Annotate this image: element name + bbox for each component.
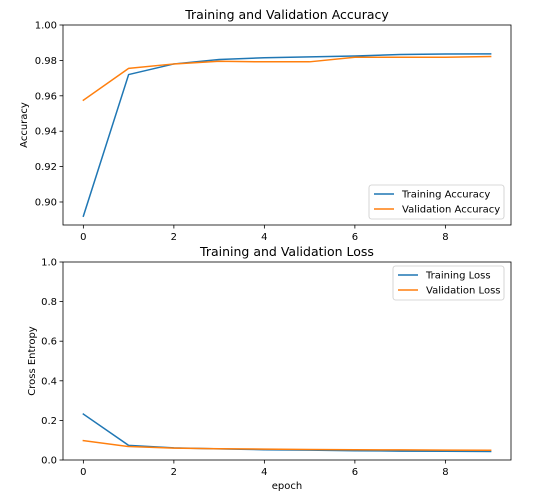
y-tick-label: 0.90 [35, 197, 57, 208]
y-tick-label: 0.2 [41, 416, 57, 427]
x-axis-label: epoch [272, 481, 302, 492]
y-tick-label: 0.92 [35, 162, 57, 173]
series-line-2 [82, 439, 492, 452]
chart-title: Training and Validation Loss [199, 244, 374, 259]
y-tick-label: 1.00 [35, 21, 57, 32]
y-tick-label: 0.98 [35, 56, 57, 67]
series-line-2 [82, 55, 492, 102]
plot-frame [62, 24, 512, 226]
y-tick-label: 0.96 [35, 91, 57, 102]
x-tick-label: 8 [442, 467, 448, 478]
chart-1: Training and Validation Accuracy 0 2 4 6 8 0.9… [19, 7, 512, 243]
legend: Training Loss Validation Loss [392, 265, 505, 301]
chart-title: Training and Validation Accuracy [184, 7, 389, 22]
x-tick-label: 4 [261, 467, 267, 478]
y-tick-label: 0.94 [35, 127, 57, 138]
legend-label-2: Validation Loss [426, 286, 501, 297]
y-tick-label: 0.8 [41, 297, 57, 308]
y-tick-label: 0.6 [41, 337, 57, 348]
x-tick-label: 8 [442, 232, 448, 243]
x-tick-label: 2 [171, 467, 177, 478]
x-tick-label: 2 [171, 232, 177, 243]
y-tick-label: 1.0 [41, 258, 57, 269]
x-tick-label: 0 [80, 232, 86, 243]
y-axis-label: Cross Entropy [27, 326, 38, 396]
y-tick-label: 0.4 [41, 376, 57, 387]
legend: Training Accuracy Validation Accuracy [368, 184, 505, 220]
legend-box [368, 184, 505, 220]
legend-label-1: Training Loss [425, 271, 491, 282]
y-axis-label: Accuracy [19, 102, 30, 148]
chart-2: Training and Validation Loss 0 2 4 6 8 0.0 0.2 0… [27, 244, 512, 492]
x-tick-label: 6 [352, 467, 358, 478]
plot-frame [62, 261, 512, 461]
x-tick-label: 4 [261, 232, 267, 243]
x-tick-label: 0 [80, 467, 86, 478]
legend-label-1: Training Accuracy [401, 190, 490, 201]
legend-box [392, 265, 505, 301]
y-tick-label: 0.0 [41, 456, 57, 467]
x-tick-label: 6 [352, 232, 358, 243]
legend-label-2: Validation Accuracy [402, 205, 500, 216]
series-line-1 [82, 53, 492, 218]
